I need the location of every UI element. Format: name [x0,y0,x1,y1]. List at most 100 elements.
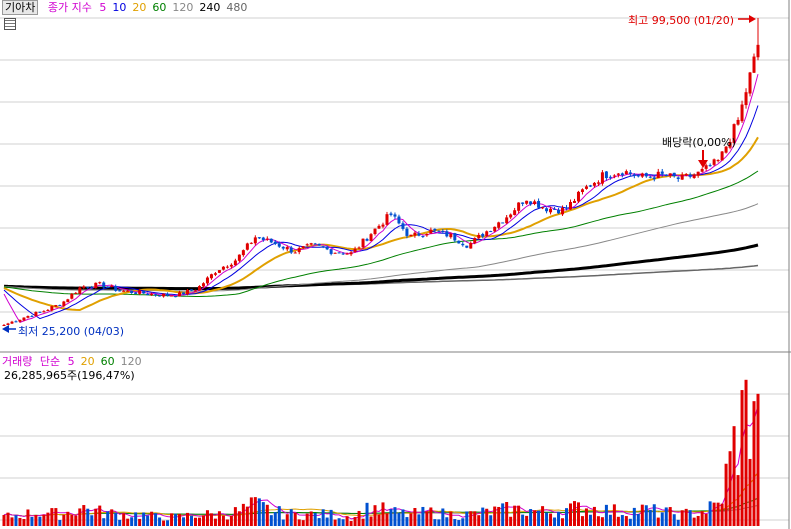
volume-bar-57 [229,515,233,526]
candle-53 [213,271,217,277]
candle-87 [349,250,353,257]
price-ma-period-10[interactable]: 10 [112,1,127,14]
candle-body-37 [150,293,154,295]
candle-118 [473,237,477,245]
low-arrow-head [2,325,9,333]
volume-bar-108 [433,519,437,526]
candle-35 [142,290,146,294]
candle-4 [18,319,22,323]
volume-bar-175 [700,511,704,526]
volume-bar-27 [110,509,114,526]
candle-46 [186,288,190,296]
volume-bar-148 [592,506,596,526]
candle-112 [449,232,453,239]
candle-138 [553,206,557,210]
grid-toggle-icon[interactable] [4,18,16,30]
candle-179 [716,159,720,163]
candle-160 [640,172,644,179]
price-legend: 기아차 종가 지수 5 10 20 60 120 240 480 [2,0,259,15]
volume-bar-126 [505,502,509,526]
candle-2 [10,320,14,325]
candle-181 [724,145,728,154]
low-annotation: 최저 25,200 (04/03) [18,325,125,338]
volume-bar-3 [14,515,18,526]
candle-50 [201,282,205,288]
candle-body-147 [588,185,592,187]
candle-body-48 [193,290,197,292]
stock-title[interactable]: 기아차 [2,0,39,15]
candle-83 [333,252,337,254]
volume-bar-105 [421,506,425,526]
last-volume: 26,285,965주(196,47%) [4,369,135,382]
candle-17 [70,293,74,300]
candle-body-65 [261,237,265,240]
volume-bar-88 [353,517,357,526]
candle-70 [281,246,285,251]
candle-22 [90,285,94,290]
price-ma-period-60[interactable]: 60 [152,1,167,14]
price-ma-period-240[interactable]: 240 [199,1,221,14]
volume-ma-label: 단순 [39,355,61,368]
candle-72 [289,245,293,255]
candle-113 [453,232,457,243]
candle-body-126 [505,217,509,224]
candle-144 [576,190,580,203]
price-ma-period-20[interactable]: 20 [132,1,147,14]
candle-body-119 [477,234,481,239]
candle-body-118 [473,238,477,244]
price-ma-period-480[interactable]: 480 [226,1,248,14]
volume-bar-159 [636,513,640,526]
candle-132 [529,201,533,206]
volume-ma-period-5[interactable]: 5 [67,355,75,368]
candle-body-138 [553,208,557,210]
volume-bar-63 [253,497,257,526]
volume-bar-41 [166,520,170,526]
volume-bar-68 [273,512,277,526]
candle-body-176 [704,165,708,169]
candle-86 [345,252,349,255]
volume-bar-127 [509,516,513,526]
volume-bar-99 [397,512,401,526]
volume-bar-8 [34,514,38,526]
candle-body-39 [158,295,162,297]
volume-bar-47 [190,515,194,526]
candle-21 [86,286,90,290]
volume-bar-26 [106,511,110,526]
candle-49 [197,285,201,291]
candle-body-125 [501,222,505,224]
candle-188 [752,53,756,74]
volume-ma-period-60[interactable]: 60 [100,355,115,368]
volume-bar-22 [90,515,94,526]
volume-ma-period-120[interactable]: 120 [120,355,142,368]
candle-body-55 [221,266,225,270]
volume-bar-118 [473,511,477,526]
candle-163 [652,174,656,182]
candle-140 [561,205,565,216]
candle-body-30 [122,290,126,292]
candle-171 [684,172,688,177]
volume-bar-94 [377,514,381,526]
volume-bar-30 [122,513,126,526]
price-ma-period-120[interactable]: 120 [172,1,194,14]
volume-bar-138 [553,517,557,526]
candle-body-57 [229,264,233,267]
volume-bar-145 [580,516,584,526]
candle-183 [732,123,736,145]
candle-body-47 [190,289,194,291]
candle-71 [285,245,289,252]
candle-20 [82,285,86,290]
volume-bar-33 [134,512,138,526]
volume-bar-77 [309,511,313,526]
candle-body-139 [557,209,561,214]
candle-146 [584,184,588,190]
volume-bar-38 [154,513,158,526]
volume-bar-9 [38,516,42,526]
price-ma-period-5[interactable]: 5 [99,1,107,14]
candle-body-180 [720,151,724,161]
candle-106 [425,233,429,237]
volume-bar-125 [501,503,505,526]
volume-bar-103 [413,507,417,526]
candle-body-96 [385,214,389,225]
candle-3 [14,320,18,323]
volume-ma-period-20[interactable]: 20 [80,355,95,368]
